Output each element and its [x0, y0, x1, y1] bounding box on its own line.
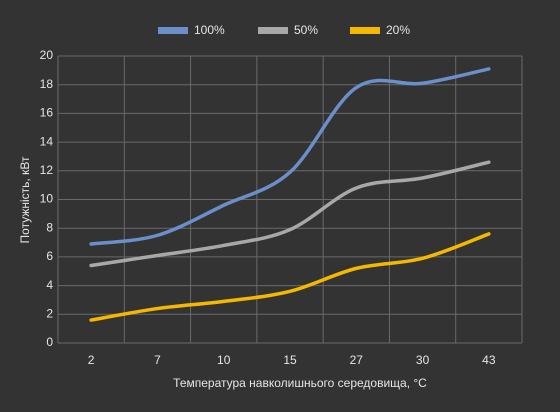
x-tick-label: 15: [283, 353, 297, 367]
y-tick-label: 4: [46, 278, 53, 292]
y-tick-label: 12: [40, 163, 54, 177]
x-tick-label: 10: [217, 353, 231, 367]
y-tick-label: 2: [46, 306, 53, 320]
x-tick-label: 43: [482, 353, 496, 367]
x-tick-label: 7: [154, 353, 161, 367]
series-line: [89, 67, 491, 246]
y-tick-label: 14: [40, 134, 54, 148]
legend-swatch: [158, 27, 188, 34]
y-axis-label: Потужність, кВт: [18, 156, 32, 243]
y-tick-label: 20: [40, 48, 54, 62]
legend-label: 100%: [194, 23, 225, 37]
y-tick-label: 8: [46, 220, 53, 234]
x-axis-label: Температура навколишнього середовища, °C: [173, 376, 427, 390]
series-line: [89, 160, 491, 268]
x-tick-label: 30: [416, 353, 430, 367]
y-tick-label: 6: [46, 249, 53, 263]
legend-swatch: [350, 27, 380, 34]
legend-swatch: [258, 27, 288, 34]
legend-label: 50%: [294, 23, 318, 37]
series-line: [89, 232, 491, 322]
y-tick-label: 0: [46, 335, 53, 349]
x-tick-label: 27: [350, 353, 364, 367]
y-tick-label: 18: [40, 77, 54, 91]
y-tick-label: 16: [40, 106, 54, 120]
x-tick-label: 2: [88, 353, 95, 367]
y-tick-label: 10: [40, 192, 54, 206]
legend-label: 20%: [386, 23, 410, 37]
